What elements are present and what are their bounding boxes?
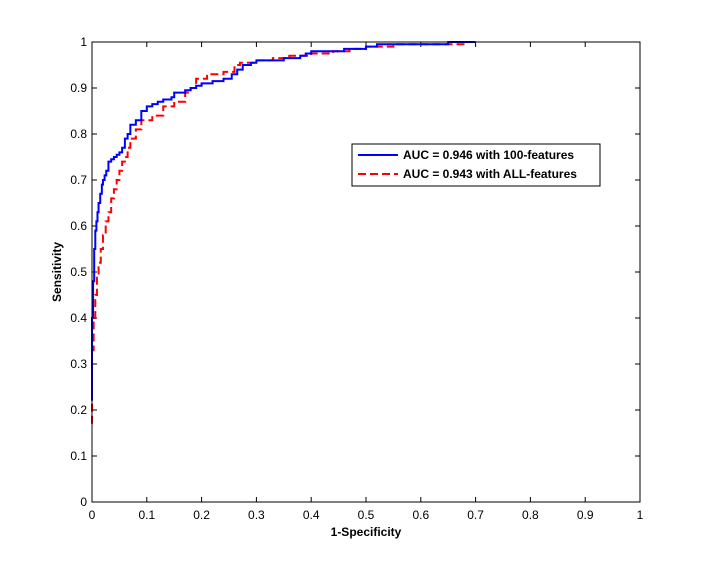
y-tick-label: 0 bbox=[80, 495, 87, 509]
y-tick-label: 0.7 bbox=[70, 173, 87, 187]
plot-area bbox=[92, 42, 640, 502]
series-line-all-features bbox=[91, 41, 476, 424]
x-tick-label: 0.1 bbox=[138, 508, 155, 522]
legend-box bbox=[351, 143, 601, 187]
legend-label-all-features: AUC = 0.943 with ALL-features bbox=[403, 167, 577, 181]
x-tick-label: 1 bbox=[637, 508, 644, 522]
y-tick-label: 0.3 bbox=[70, 357, 87, 371]
y-tick-label: 0.2 bbox=[70, 403, 87, 417]
y-tick-label: 0.6 bbox=[70, 219, 87, 233]
series-layer bbox=[91, 41, 476, 424]
x-tick-label: 0.6 bbox=[412, 508, 429, 522]
x-tick-label: 0.9 bbox=[577, 508, 594, 522]
x-tick-label: 0 bbox=[89, 508, 96, 522]
x-tick-label: 0.7 bbox=[467, 508, 484, 522]
y-tick-label: 0.8 bbox=[70, 127, 87, 141]
y-tick-label: 1 bbox=[80, 35, 87, 49]
y-tick-label: 0.4 bbox=[70, 311, 87, 325]
y-tick-labels: 0 0.1 0.2 0.3 0.4 0.5 0.6 0.7 0.8 0.9 1 bbox=[70, 35, 87, 509]
plot-frame bbox=[91, 41, 641, 503]
y-tick-label: 0.1 bbox=[70, 449, 87, 463]
x-axis-title: 1-Specificity bbox=[331, 525, 402, 539]
series-line-100-features bbox=[91, 41, 476, 401]
x-tick-label: 0.2 bbox=[193, 508, 210, 522]
x-tick-labels: 0 0.1 0.2 0.3 0.4 0.5 0.6 0.7 0.8 0.9 1 bbox=[89, 508, 644, 522]
y-axis-title: Sensitivity bbox=[50, 242, 64, 302]
legend-label-100-features: AUC = 0.946 with 100-features bbox=[403, 148, 574, 162]
y-tick-label: 0.9 bbox=[70, 81, 87, 95]
x-tick-label: 0.4 bbox=[303, 508, 320, 522]
x-tick-label: 0.3 bbox=[248, 508, 265, 522]
legend: AUC = 0.946 with 100-features AUC = 0.94… bbox=[351, 143, 601, 187]
x-tick-label: 0.8 bbox=[522, 508, 539, 522]
y-tick-label: 0.5 bbox=[70, 265, 87, 279]
x-tick-label: 0.5 bbox=[358, 508, 375, 522]
